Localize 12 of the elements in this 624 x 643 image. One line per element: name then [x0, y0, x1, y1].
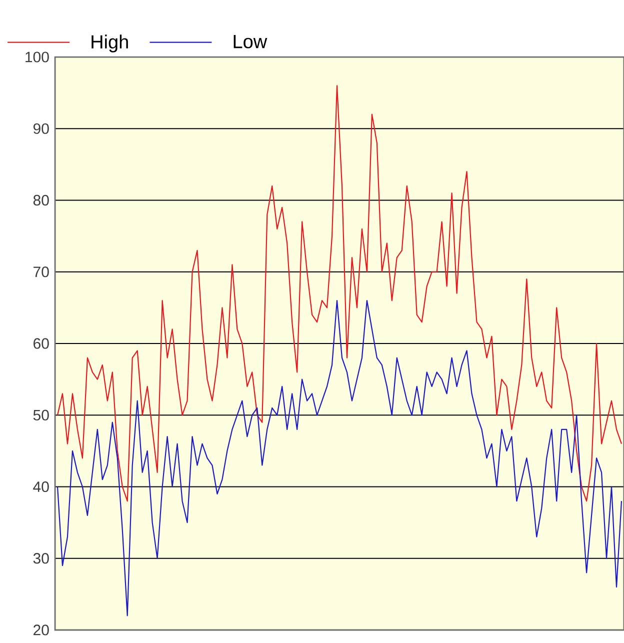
y-tick-label: 90 — [33, 123, 49, 134]
y-tick-label: 50 — [33, 410, 49, 420]
legend-label: High — [92, 34, 128, 52]
y-tick-label: 20 — [34, 624, 49, 636]
y-tick-label: 60 — [34, 338, 49, 349]
y-tick-label: 40 — [33, 481, 49, 492]
y-tick-label: 30 — [33, 553, 49, 564]
line-series — [56, 85, 622, 502]
legend-label: Low — [234, 35, 268, 48]
y-tick-label: 80 — [33, 194, 49, 206]
y-tick-label: 70 — [34, 266, 49, 278]
y-tick-label: 100 — [26, 52, 49, 62]
